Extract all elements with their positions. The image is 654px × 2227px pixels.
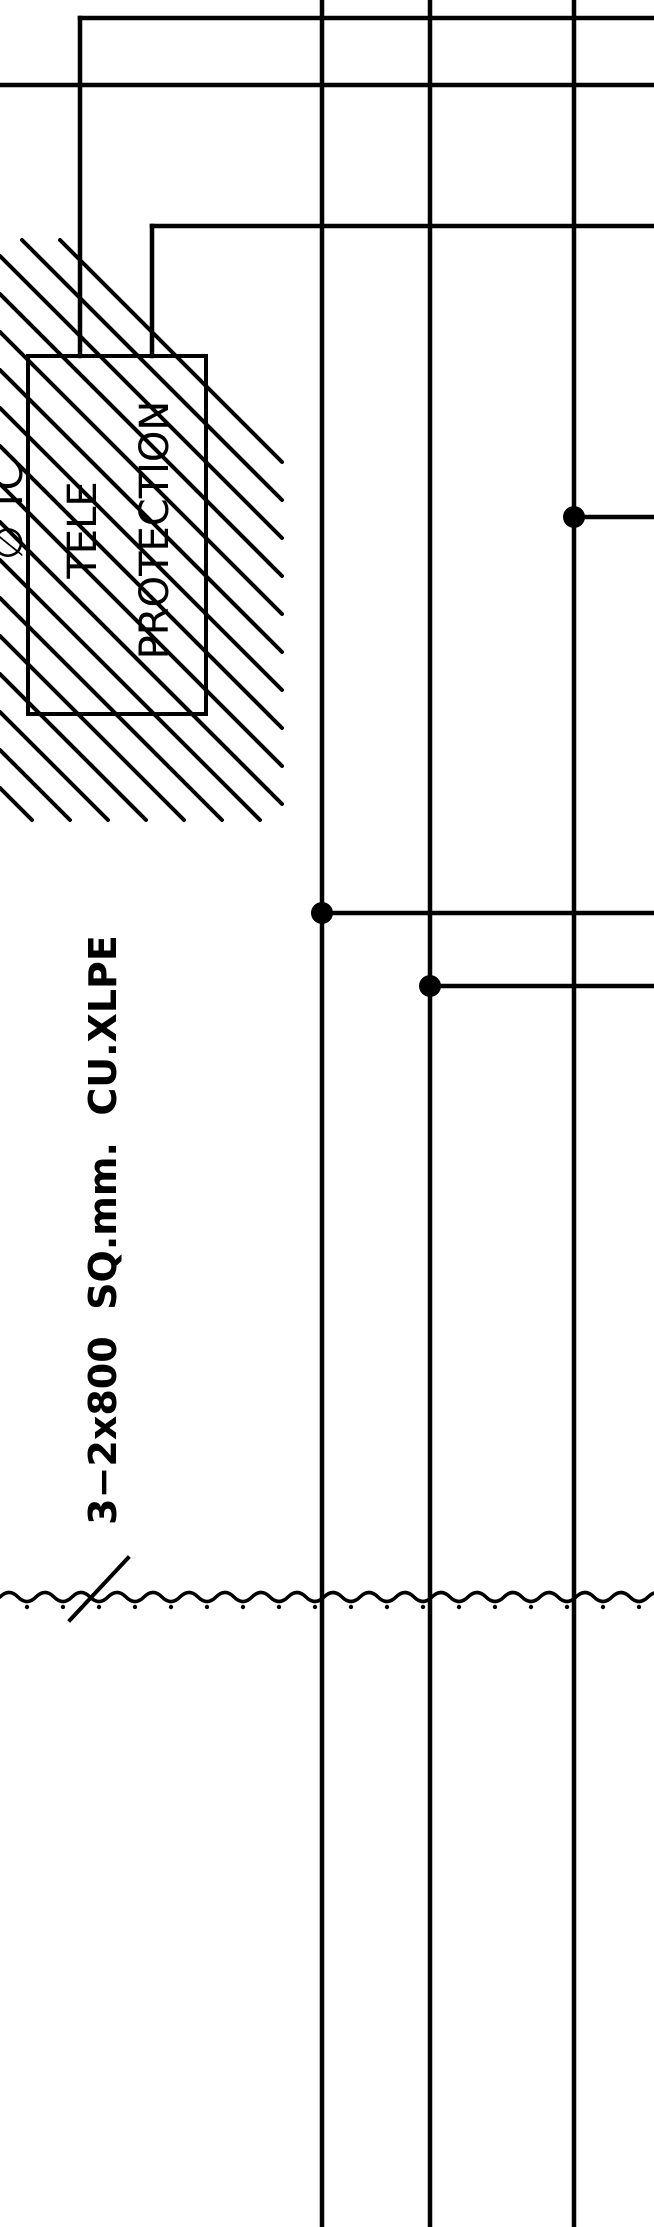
- hatch-line: [0, 748, 72, 822]
- box-partial-label: ∅ TC: [0, 462, 32, 560]
- hatch-line: [0, 444, 284, 730]
- break-dot: [168, 1604, 174, 1610]
- hatch-line: [0, 596, 224, 822]
- break-dot: [456, 1604, 462, 1610]
- hatch-pattern: [0, 238, 284, 822]
- junction-dot-1: [563, 506, 585, 528]
- cable-break-wavy-line: [0, 1590, 654, 1604]
- break-dot: [348, 1604, 354, 1610]
- hatch-line: [0, 292, 284, 578]
- break-dot: [636, 1604, 642, 1610]
- break-dot: [24, 1604, 30, 1610]
- break-dot: [96, 1604, 102, 1610]
- break-dot: [60, 1604, 66, 1610]
- junction-dot-3: [419, 975, 441, 997]
- break-dot: [384, 1604, 390, 1610]
- break-dot: [312, 1604, 318, 1610]
- break-dot: [600, 1604, 606, 1610]
- tele-protection-box: [26, 354, 208, 716]
- hatch-line: [0, 786, 34, 822]
- hatch-line: [0, 254, 284, 540]
- hatch-line: [0, 710, 110, 822]
- break-dot: [132, 1604, 138, 1610]
- hatch-line: [0, 368, 284, 654]
- cable-size-label: 3−2x800 SQ.mm. CU.XLPE: [81, 935, 125, 1525]
- hatch-line: [0, 520, 284, 806]
- cable-break-dots: [24, 1604, 642, 1610]
- hatch-line: [0, 558, 262, 822]
- break-dot: [564, 1604, 570, 1610]
- break-dot: [240, 1604, 246, 1610]
- break-dot: [492, 1604, 498, 1610]
- hatch-line: [58, 238, 284, 464]
- hatch-line: [0, 406, 284, 692]
- hatch-line: [0, 482, 284, 768]
- break-dot: [420, 1604, 426, 1610]
- break-dot: [528, 1604, 534, 1610]
- junction-dot-2: [311, 902, 333, 924]
- break-dot: [276, 1604, 282, 1610]
- hatch-line: [0, 672, 148, 822]
- break-dot: [204, 1604, 210, 1610]
- box-label-tele: TELE: [60, 481, 106, 579]
- cable-cross-tick: [67, 1555, 131, 1623]
- hatch-line: [20, 238, 284, 502]
- hatch-line: [0, 634, 186, 822]
- box-label-protection: PROTECTION: [132, 401, 178, 660]
- hatch-line: [0, 330, 284, 616]
